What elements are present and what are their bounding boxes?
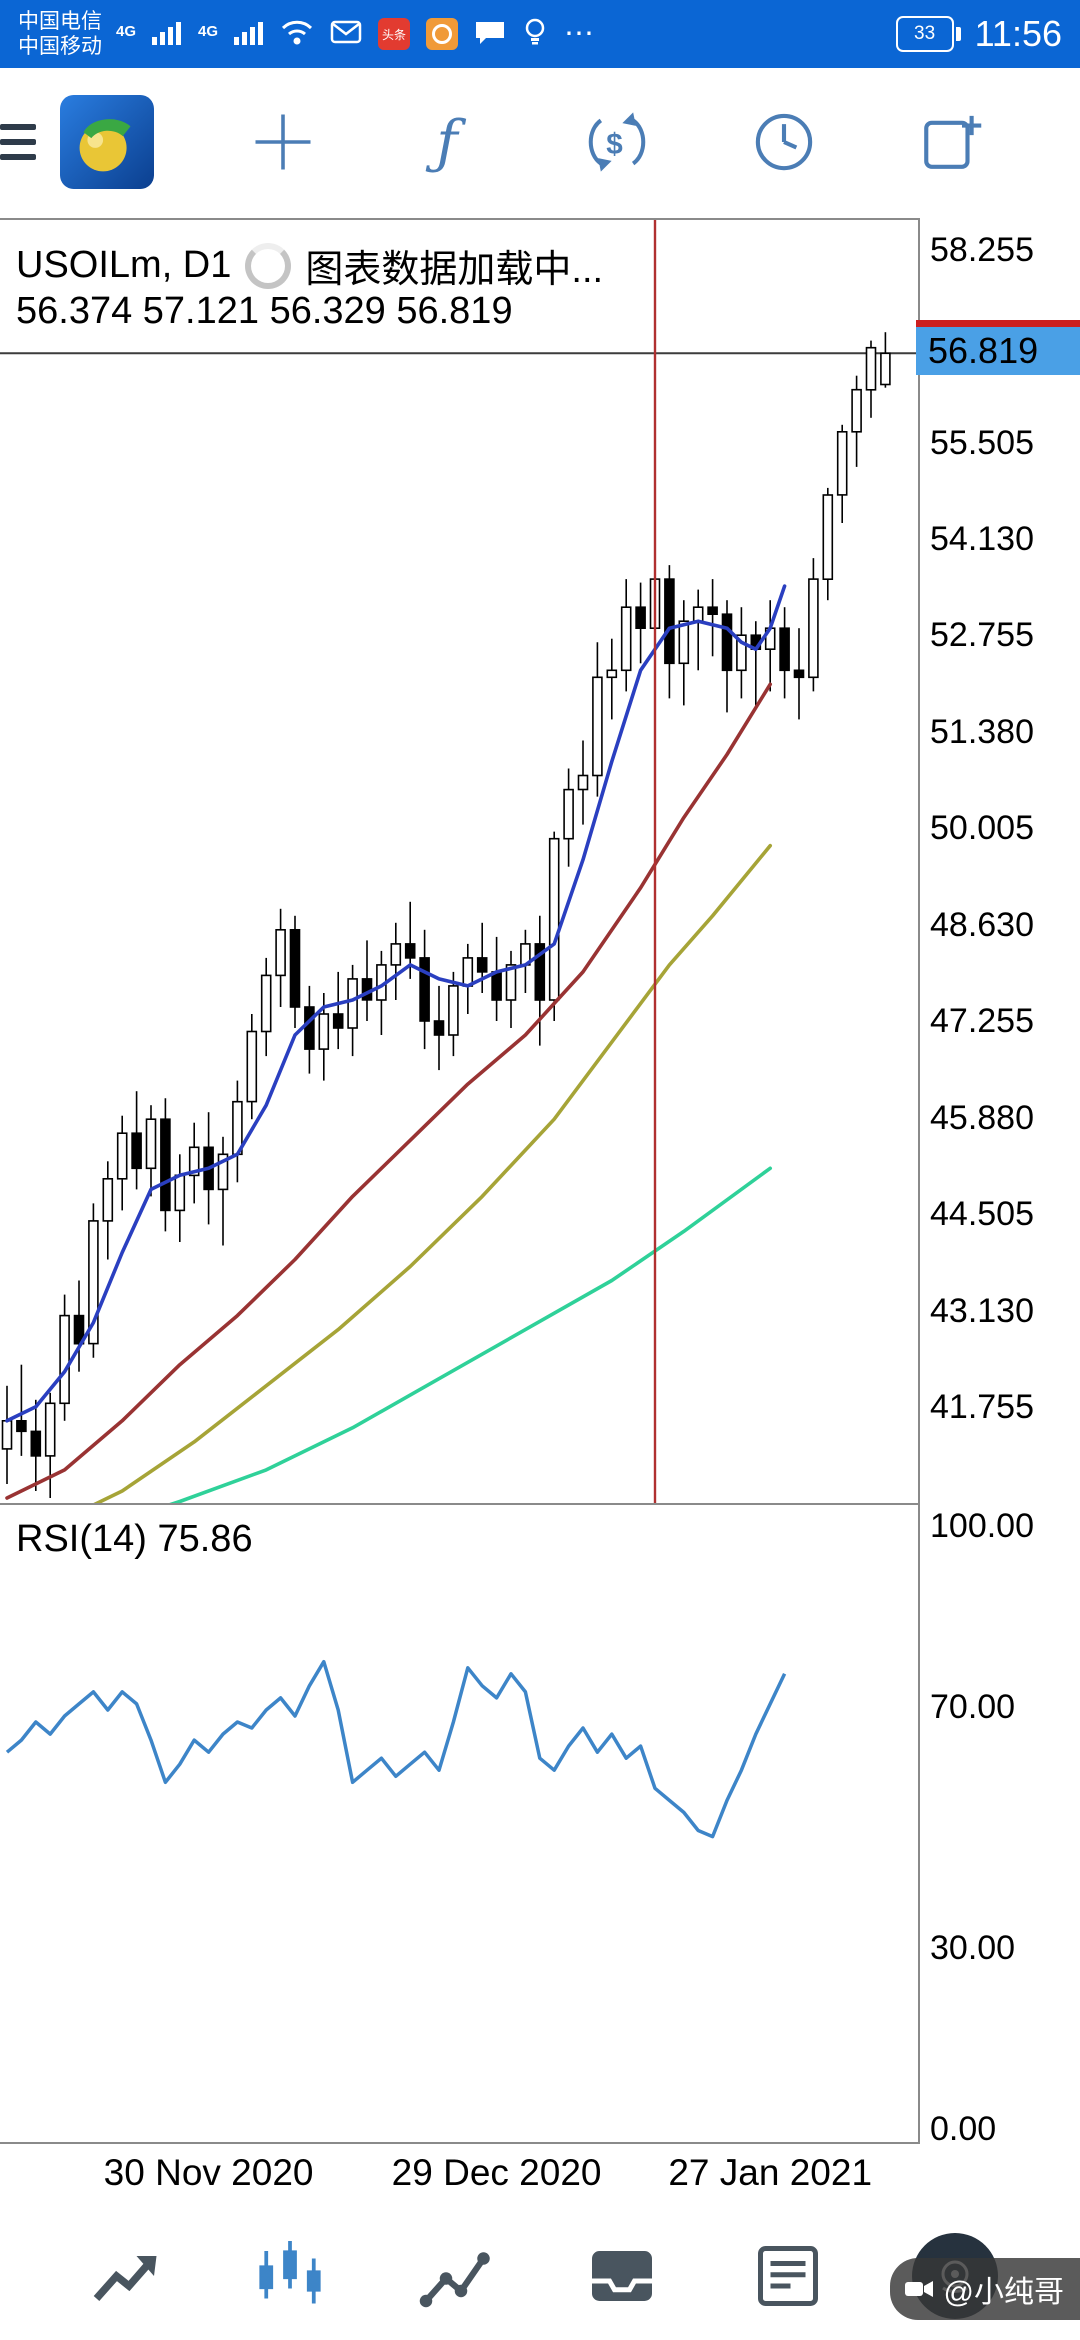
new-order-icon[interactable] — [913, 104, 989, 180]
price-axis[interactable]: 58.255 55.505 54.130 52.755 51.380 50.005 48.6… — [916, 218, 1080, 1503]
price-axis-label: 44.505 — [930, 1195, 1034, 1234]
mail-icon — [330, 19, 362, 50]
history-clock-icon[interactable] — [746, 104, 822, 180]
date-axis-label: 29 Dec 2020 — [391, 2152, 602, 2193]
candlestick-chart[interactable] — [0, 220, 918, 1505]
svg-text:$: $ — [606, 128, 623, 161]
rsi-axis-label: 100.00 — [930, 1507, 1034, 1546]
date-axis-label: 30 Nov 2020 — [103, 2152, 314, 2193]
trade-icon[interactable]: $ — [579, 104, 655, 180]
price-axis-label: 45.880 — [930, 1098, 1034, 1137]
rsi-axis-label: 0.00 — [930, 2109, 997, 2148]
loading-text: 图表数据加载中... — [305, 249, 604, 291]
symbol-timeframe: USOILm, D1 — [16, 244, 232, 286]
ask-price-marker — [916, 320, 1080, 330]
network-type-1: 4G — [116, 22, 137, 40]
price-axis-label: 54.130 — [930, 519, 1034, 558]
rsi-line-chart[interactable] — [0, 1505, 918, 2144]
menu-icon[interactable] — [0, 110, 44, 174]
indicators-icon[interactable]: ƒ — [412, 104, 488, 180]
price-axis-label: 55.505 — [930, 423, 1034, 462]
more-dots-icon: ⋯ — [564, 17, 595, 50]
rsi-axis-label: 30.00 — [930, 1929, 1016, 1968]
carrier-names: 中国电信 中国移动 — [18, 9, 102, 59]
carrier-1: 中国电信 — [18, 10, 102, 33]
orange-app-icon — [426, 18, 459, 50]
toutiao-app-icon: 头条 — [378, 18, 411, 50]
top-toolbar: ƒ $ — [0, 68, 1080, 215]
main-chart[interactable] — [0, 218, 920, 1505]
status-icons: 4G 4G 头条 ⋯ — [116, 17, 594, 52]
history-tab-icon[interactable] — [580, 2234, 664, 2318]
svg-text:ƒ: ƒ — [425, 109, 466, 175]
rsi-panel[interactable] — [0, 1503, 920, 2144]
news-tab-icon[interactable] — [746, 2234, 830, 2318]
charts-tab-icon[interactable] — [248, 2234, 332, 2318]
bulb-icon — [522, 17, 548, 52]
loading-spinner-icon — [245, 242, 292, 289]
chart-header: USOILm, D1 图表数据加载中... — [16, 238, 603, 293]
carrier-2: 中国移动 — [18, 35, 102, 58]
price-axis-label: 41.755 — [930, 1387, 1034, 1426]
crosshair-icon[interactable] — [245, 104, 321, 180]
quotes-tab-icon[interactable] — [82, 2234, 166, 2318]
app-logo[interactable] — [60, 94, 154, 189]
signal-bars-icon-1 — [152, 19, 182, 50]
price-axis-label: 58.255 — [930, 230, 1034, 269]
price-axis-label: 52.755 — [930, 616, 1034, 655]
price-axis-label: 50.005 — [930, 809, 1034, 848]
rsi-indicator-label: RSI(14) 75.86 — [16, 1518, 253, 1560]
ohlc-values: 56.374 57.121 56.329 56.819 — [16, 290, 513, 332]
signal-bars-icon-2 — [234, 19, 264, 50]
watermark: @小纯哥 — [889, 2258, 1080, 2320]
watermark-text: @小纯哥 — [943, 2276, 1064, 2309]
network-type-2: 4G — [198, 22, 219, 40]
status-time: 11:56 — [974, 13, 1062, 54]
current-price-label: 56.819 — [916, 327, 1080, 376]
price-axis-label: 43.130 — [930, 1291, 1034, 1330]
status-bar: 中国电信 中国移动 4G 4G 头条 — [0, 0, 1080, 68]
date-axis-label: 27 Jan 2021 — [668, 2152, 873, 2193]
time-axis: 30 Nov 2020 29 Dec 2020 27 Jan 2021 — [0, 2152, 1080, 2204]
rsi-axis-label: 70.00 — [930, 1687, 1016, 1726]
battery-indicator: 33 — [895, 16, 961, 52]
price-axis-label: 48.630 — [930, 905, 1034, 944]
wifi-icon — [280, 18, 314, 51]
price-axis-label: 51.380 — [930, 712, 1034, 751]
rsi-axis: 100.00 70.00 30.00 0.00 — [920, 1503, 1080, 2148]
price-axis-label: 47.255 — [930, 1002, 1034, 1041]
chat-bubble-icon — [474, 18, 506, 51]
trade-tab-icon[interactable] — [414, 2234, 498, 2318]
video-camera-icon — [904, 2281, 933, 2297]
